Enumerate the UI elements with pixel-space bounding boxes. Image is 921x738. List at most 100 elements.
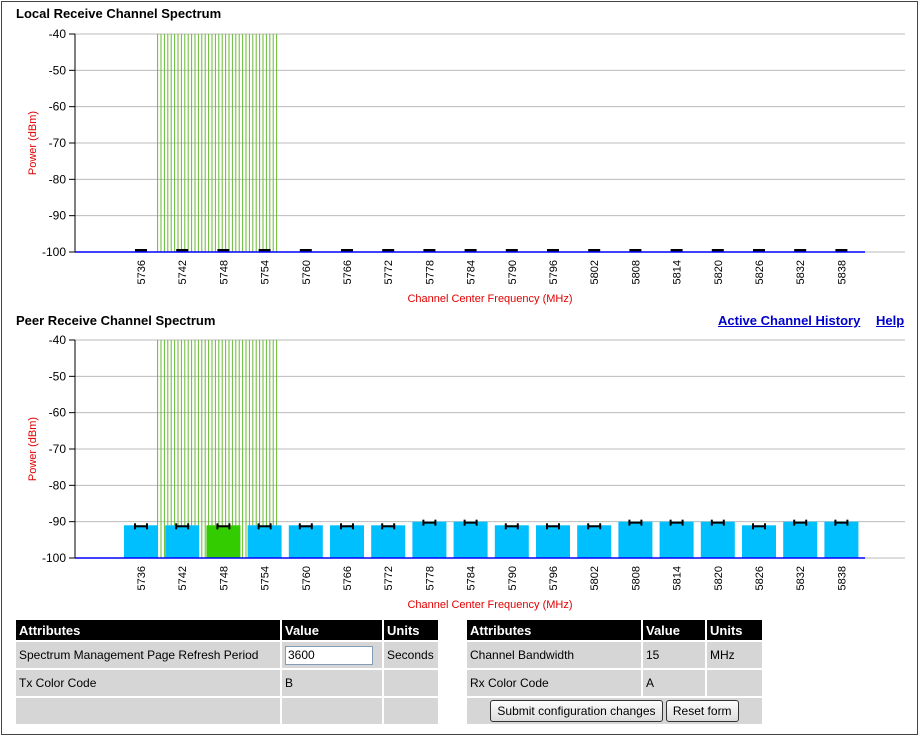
tx-color-code-value: B: [282, 670, 382, 696]
x-tick-label: 5736: [136, 566, 148, 590]
peer-spectrum-chart: -40 -50 -60 -70 -80 -90 -100 5736 5742 5748 5754 57…: [27, 333, 905, 611]
col-header-attributes: Attributes: [467, 620, 641, 640]
col-header-value: Value: [282, 620, 382, 640]
spectrum-bar: [206, 525, 241, 558]
y-tick-label: -80: [49, 172, 67, 186]
x-tick-label: 5778: [424, 566, 436, 590]
x-tick-label: 5790: [507, 566, 519, 590]
y-tick-label: -90: [49, 209, 67, 223]
rx-color-code-label: Rx Color Code: [467, 670, 641, 696]
reset-form-button[interactable]: Reset form: [665, 700, 739, 722]
spectrum-bar: [659, 521, 694, 558]
y-tick-label: -100: [42, 245, 66, 259]
x-tick-label: 5808: [630, 260, 642, 284]
x-tick-label: 5748: [218, 566, 230, 590]
y-tick-label: -60: [49, 100, 67, 114]
spectrum-bar: [371, 525, 406, 558]
spectrum-bar: [124, 525, 158, 558]
x-tick-label: 5814: [672, 566, 684, 590]
table-row: Tx Color Code B: [16, 670, 438, 696]
x-tick-label: 5778: [424, 260, 436, 284]
x-tick-label: 5838: [836, 566, 848, 590]
refresh-period-input[interactable]: [285, 645, 373, 665]
spectrum-bar: [165, 525, 200, 558]
col-header-attributes: Attributes: [16, 620, 280, 640]
local-spectrum-chart: -40 -50 -60 -70 -80 -90 -100 5736 5742 5748 5754 57…: [27, 27, 905, 305]
y-tick-label: -80: [49, 478, 67, 492]
y-axis-label: Power (dBm): [27, 417, 39, 481]
spectrum-bar: [453, 521, 488, 558]
rx-color-code-value: A: [643, 670, 705, 696]
rx-color-code-units: [707, 670, 762, 696]
spectrum-bar: [288, 525, 323, 558]
spectrum-bar: [247, 525, 282, 558]
link-info-table: Attributes Value Units Channel Bandwidth…: [465, 618, 764, 726]
spectrum-bar: [618, 521, 653, 558]
spectrum-config-table: Attributes Value Units Spectrum Manageme…: [14, 618, 440, 726]
x-tick-label: 5784: [466, 260, 478, 284]
x-tick-label: 5808: [630, 566, 642, 590]
x-tick-label: 5772: [383, 566, 395, 590]
local-spectrum-title: Local Receive Channel Spectrum: [16, 6, 222, 21]
tx-color-code-units: [384, 670, 438, 696]
x-tick-label: 5802: [589, 260, 601, 284]
x-tick-label: 5754: [260, 566, 272, 590]
x-tick-label: 5748: [218, 260, 230, 284]
col-header-units: Units: [707, 620, 762, 640]
x-axis-label: Channel Center Frequency (MHz): [407, 293, 572, 305]
channel-bandwidth-units: MHz: [707, 642, 762, 668]
spectrum-bar: [412, 521, 447, 558]
x-tick-label: 5802: [589, 566, 601, 590]
y-tick-label: -70: [49, 136, 67, 150]
spectrum-bar: [783, 521, 818, 558]
submit-configuration-button[interactable]: Submit configuration changes: [490, 700, 663, 722]
y-tick-label: -50: [49, 369, 67, 383]
x-tick-label: 5736: [136, 260, 148, 284]
refresh-period-units: Seconds: [384, 642, 438, 668]
x-axis-label: Channel Center Frequency (MHz): [407, 599, 572, 611]
spectrum-bar: [536, 525, 570, 558]
x-tick-label: 5832: [795, 260, 807, 284]
x-tick-label: 5820: [713, 566, 725, 590]
x-tick-label: 5766: [342, 260, 354, 284]
y-tick-label: -100: [42, 551, 66, 565]
y-tick-label: -50: [49, 63, 67, 77]
y-tick-label: -60: [49, 406, 67, 420]
col-header-value: Value: [643, 620, 705, 640]
x-tick-label: 5820: [713, 260, 725, 284]
y-tick-label: -40: [49, 27, 67, 41]
x-tick-label: 5754: [260, 260, 272, 284]
table-row: Channel Bandwidth 15 MHz: [467, 642, 762, 668]
x-tick-label: 5742: [177, 566, 189, 590]
col-header-units: Units: [384, 620, 438, 640]
table-row: Rx Color Code A: [467, 670, 762, 696]
x-tick-label: 5784: [466, 566, 478, 590]
channel-bandwidth-label: Channel Bandwidth: [467, 642, 641, 668]
x-tick-label: 5742: [177, 260, 189, 284]
x-tick-label: 5760: [301, 566, 313, 590]
x-tick-label: 5790: [507, 260, 519, 284]
table-row: [16, 698, 438, 724]
channel-bandwidth-value: 15: [643, 642, 705, 668]
spectrum-bar: [700, 521, 735, 558]
x-tick-label: 5826: [754, 566, 766, 590]
spectrum-bar: [577, 525, 612, 558]
x-tick-label: 5772: [383, 260, 395, 284]
x-tick-label: 5766: [342, 566, 354, 590]
refresh-period-label: Spectrum Management Page Refresh Period: [16, 642, 280, 668]
x-tick-label: 5760: [301, 260, 313, 284]
spectrum-bar: [330, 525, 364, 558]
peer-spectrum-title: Peer Receive Channel Spectrum: [16, 313, 216, 328]
y-axis-label: Power (dBm): [27, 111, 39, 175]
x-tick-label: 5826: [754, 260, 766, 284]
active-channel-history-link[interactable]: Active Channel History: [718, 313, 861, 328]
spectrum-bar: [742, 525, 776, 558]
y-tick-label: -70: [49, 442, 67, 456]
help-link[interactable]: Help: [876, 313, 905, 328]
y-tick-label: -90: [49, 515, 67, 529]
tx-color-code-label: Tx Color Code: [16, 670, 280, 696]
table-row: Spectrum Management Page Refresh Period …: [16, 642, 438, 668]
x-tick-label: 5814: [672, 260, 684, 284]
x-tick-label: 5838: [836, 260, 848, 284]
